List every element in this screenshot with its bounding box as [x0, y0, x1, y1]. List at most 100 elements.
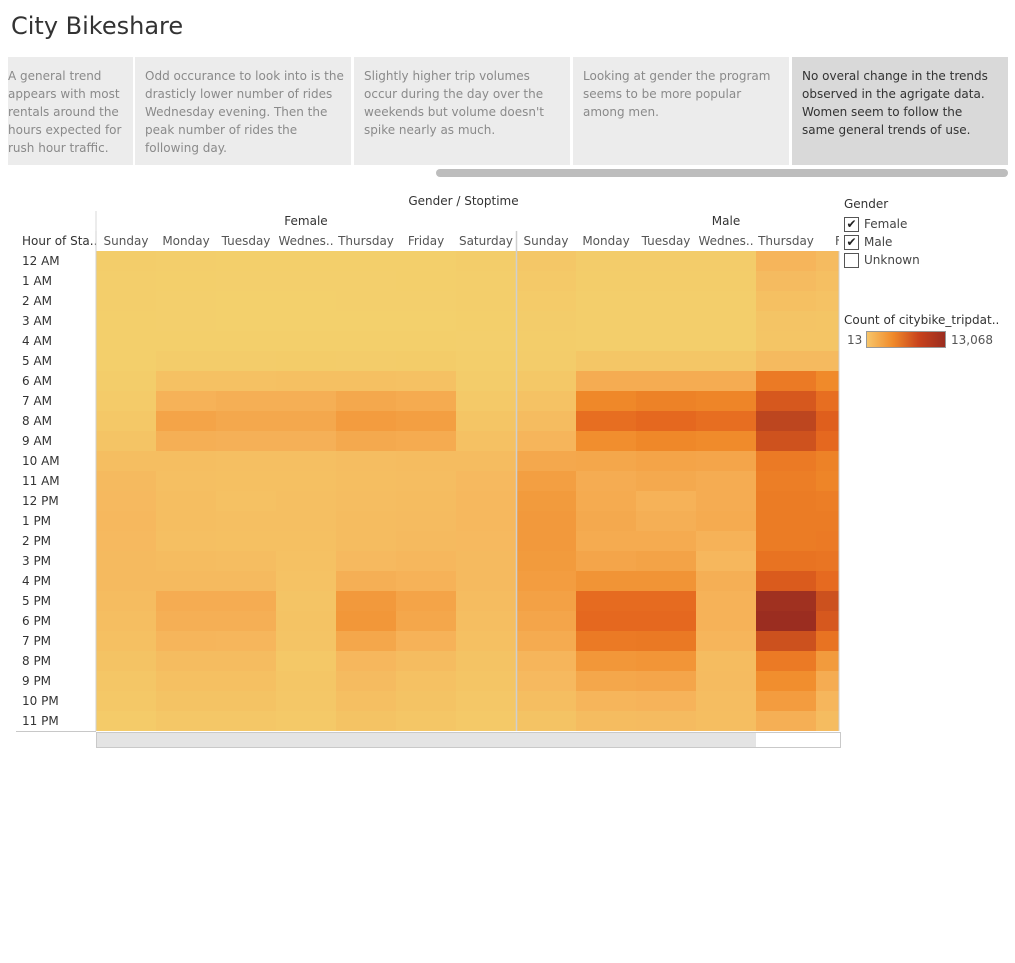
checkbox-checked-icon[interactable]: ✔ [844, 234, 859, 250]
heatmap-cell [156, 671, 216, 691]
heatmap-cell [276, 711, 336, 731]
gender-filter-title: Gender [844, 197, 889, 211]
gender-filter-label: Female [864, 217, 908, 231]
heatmap-cell [516, 351, 576, 371]
heatmap-cell [756, 551, 816, 571]
horizontal-scrollbar-thumb[interactable] [97, 733, 756, 747]
hour-row-label: 2 AM [22, 294, 52, 308]
heatmap-cell [396, 291, 456, 311]
heatmap-cell [456, 371, 516, 391]
heatmap-cell [696, 391, 756, 411]
heatmap-cell [336, 471, 396, 491]
heatmap-cell [276, 471, 336, 491]
heatmap-cell [696, 531, 756, 551]
heatmap-cell [516, 291, 576, 311]
heatmap-cell [156, 331, 216, 351]
heatmap-cell [156, 431, 216, 451]
gender-filter-unknown[interactable]: Unknown [844, 251, 1014, 269]
story-point-1[interactable]: A general trend appears with most rental… [8, 57, 133, 165]
heatmap-cell [276, 591, 336, 611]
heatmap-cell [276, 251, 336, 271]
heatmap-cell [156, 311, 216, 331]
heatmap-cell [456, 691, 516, 711]
heatmap-cell [816, 711, 839, 731]
heatmap-cell [756, 391, 816, 411]
gender-filter-label: Unknown [864, 253, 920, 267]
heatmap-cell [216, 351, 276, 371]
horizontal-scrollbar[interactable] [96, 732, 841, 748]
heatmap-cell [96, 271, 156, 291]
heatmap-cell [516, 371, 576, 391]
story-point-2[interactable]: Odd occurance to look into is the drasti… [135, 57, 351, 165]
heatmap-cell [276, 611, 336, 631]
story-point-3[interactable]: Slightly higher trip volumes occur durin… [354, 57, 570, 165]
heatmap-cell [576, 331, 636, 351]
heatmap-cell [816, 491, 839, 511]
heatmap-cell [336, 671, 396, 691]
hour-row-label: 8 PM [22, 654, 51, 668]
heatmap-cell [96, 371, 156, 391]
heatmap-cell [396, 371, 456, 391]
hour-row-label: 7 AM [22, 394, 52, 408]
heatmap-cell [576, 251, 636, 271]
day-column-label: Wednes.. [698, 234, 753, 248]
heatmap-cell [396, 551, 456, 571]
day-column-label: Frid [835, 234, 857, 248]
gender-group-label: Male [712, 214, 740, 228]
row-header-label: Hour of Sta.. [22, 234, 97, 248]
heatmap-cell [756, 631, 816, 651]
gender-group-label: Female [284, 214, 327, 228]
heatmap-cell [576, 631, 636, 651]
gender-filter-female[interactable]: ✔ Female [844, 215, 1014, 233]
checkbox-unchecked-icon[interactable] [844, 252, 859, 268]
hour-row-label: 5 PM [22, 594, 51, 608]
heatmap-cell [276, 531, 336, 551]
story-point-text: Looking at gender the program seems to b… [583, 69, 771, 119]
heatmap-cell [156, 411, 216, 431]
heatmap-cell [336, 591, 396, 611]
heatmap-cell [96, 451, 156, 471]
heatmap-cell [456, 251, 516, 271]
heatmap-cell [636, 451, 696, 471]
heatmap-cell [756, 251, 816, 271]
gender-filter-male[interactable]: ✔ Male [844, 233, 1014, 251]
heatmap-cell [276, 571, 336, 591]
heatmap-cell [636, 251, 696, 271]
heatmap-cell [576, 451, 636, 471]
heatmap-cell [756, 431, 816, 451]
checkbox-checked-icon[interactable]: ✔ [844, 216, 859, 232]
story-scrollbar[interactable] [436, 169, 1008, 177]
heatmap-cell [576, 311, 636, 331]
heatmap-cell [636, 291, 696, 311]
heatmap-cell [336, 391, 396, 411]
color-ramp [866, 331, 946, 348]
heatmap-cell [756, 611, 816, 631]
heatmap-cell [696, 551, 756, 571]
heatmap-cell [96, 411, 156, 431]
hour-row-label: 1 PM [22, 514, 51, 528]
heatmap-cell [636, 391, 696, 411]
dashboard-title: City Bikeshare [11, 12, 184, 40]
heatmap-cell [756, 511, 816, 531]
day-column-label: Sunday [104, 234, 149, 248]
heatmap-cell [96, 691, 156, 711]
heatmap-cell [456, 431, 516, 451]
heatmap-cell [636, 431, 696, 451]
heatmap-cell [216, 651, 276, 671]
heatmap-cell [756, 651, 816, 671]
heatmap-cell [156, 471, 216, 491]
story-point-4[interactable]: Looking at gender the program seems to b… [573, 57, 789, 165]
story-point-5[interactable]: No overal change in the trends observed … [792, 57, 1008, 165]
heatmap-cell [336, 511, 396, 531]
hour-row-label: 5 AM [22, 354, 52, 368]
hour-row-label: 8 AM [22, 414, 52, 428]
heatmap-cell [96, 591, 156, 611]
heatmap-cell [336, 451, 396, 471]
color-legend-min: 13 [847, 333, 863, 347]
heatmap-cell [636, 271, 696, 291]
heatmap-cell [696, 631, 756, 651]
heatmap-cell [816, 371, 839, 391]
heatmap-cell [276, 491, 336, 511]
heatmap-cell [636, 591, 696, 611]
heatmap-cell [276, 371, 336, 391]
